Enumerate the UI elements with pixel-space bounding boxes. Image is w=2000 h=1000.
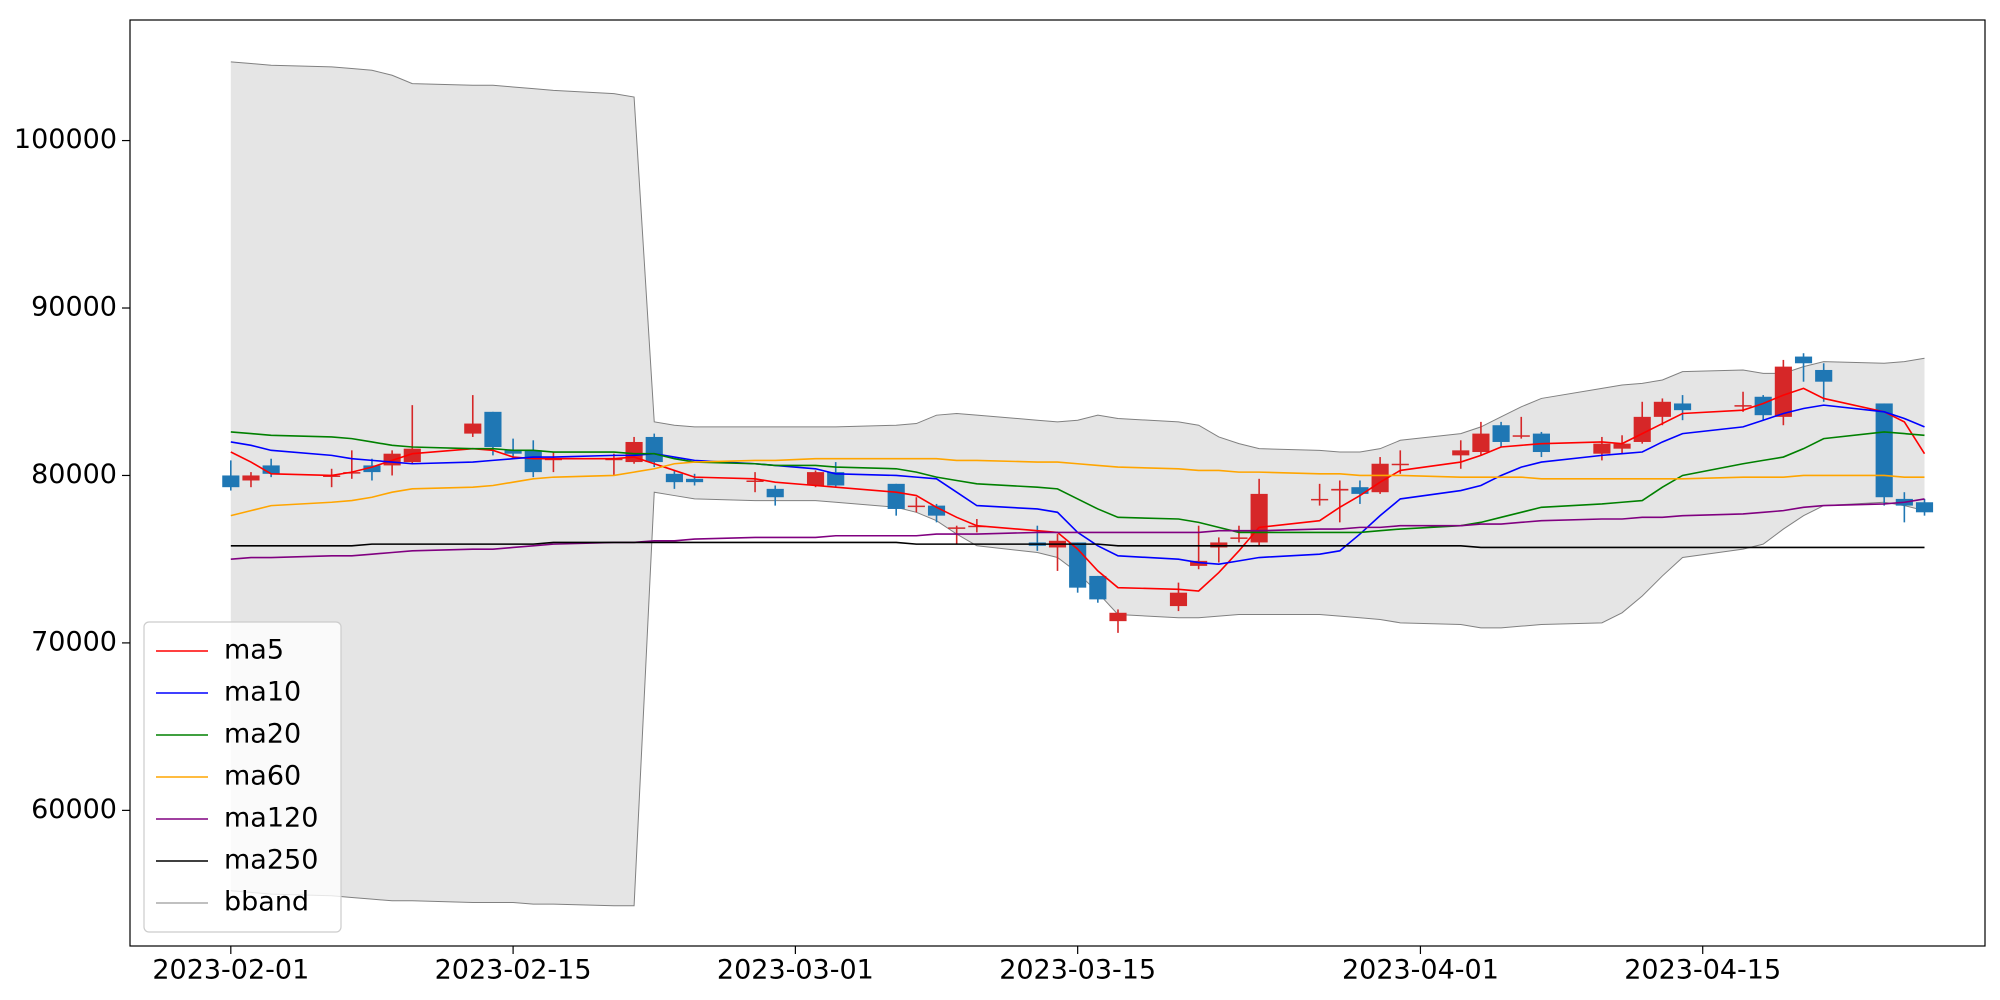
candle-body bbox=[484, 411, 502, 447]
band-upper bbox=[230, 61, 1925, 453]
x-tick-label: 2023-04-01 bbox=[1342, 955, 1499, 986]
candle-body bbox=[1351, 487, 1369, 494]
legend-label: ma10 bbox=[224, 677, 301, 708]
candle-body bbox=[1169, 592, 1188, 607]
ma-line bbox=[230, 457, 1925, 517]
candle-body bbox=[1190, 560, 1208, 566]
candle-body bbox=[1815, 369, 1833, 382]
ma-line bbox=[230, 498, 1925, 560]
x-tick-label: 2023-02-15 bbox=[435, 955, 592, 986]
legend-label: ma60 bbox=[224, 761, 301, 792]
x-tick-label: 2023-04-15 bbox=[1624, 955, 1781, 986]
y-tick-label: 90000 bbox=[31, 292, 117, 323]
candle-body bbox=[766, 488, 784, 498]
ma-line bbox=[230, 431, 1925, 534]
y-tick-label: 80000 bbox=[31, 459, 117, 490]
candle-body bbox=[403, 448, 421, 463]
candle-body bbox=[1794, 356, 1813, 364]
candle-body bbox=[242, 475, 260, 481]
candle-body bbox=[1331, 488, 1349, 491]
candle-body bbox=[827, 472, 845, 486]
candle-body bbox=[1653, 401, 1671, 417]
legend-label: ma120 bbox=[224, 803, 318, 834]
candle-body bbox=[685, 478, 704, 483]
ma-line bbox=[230, 387, 1926, 592]
candle-body bbox=[1915, 502, 1934, 513]
candle-body bbox=[927, 505, 946, 516]
candle-body bbox=[1613, 443, 1631, 449]
y-tick-label: 70000 bbox=[31, 626, 117, 657]
candle-body bbox=[1593, 443, 1611, 454]
candle-body bbox=[665, 473, 683, 483]
candle-body bbox=[1089, 575, 1107, 600]
legend: ma5 ma10 ma20 ma60 ma120 ma250 bband bbox=[143, 621, 342, 933]
legend-label: bband bbox=[224, 887, 309, 918]
candle-body bbox=[464, 423, 482, 434]
candle-body bbox=[1492, 425, 1510, 442]
candle-body bbox=[1230, 537, 1248, 539]
ma-line bbox=[230, 404, 1925, 566]
candle-body bbox=[887, 483, 905, 509]
legend-label: ma250 bbox=[224, 845, 318, 876]
candle-body bbox=[1391, 463, 1409, 466]
candle-body bbox=[363, 465, 381, 473]
candle-body bbox=[948, 527, 966, 529]
candle-body bbox=[907, 505, 925, 508]
candle-body bbox=[1109, 612, 1127, 622]
legend-label: ma5 bbox=[224, 635, 284, 666]
candle-body bbox=[1673, 403, 1692, 411]
candle-body bbox=[746, 480, 764, 482]
candle-body bbox=[1311, 498, 1329, 501]
band-lower bbox=[230, 491, 1925, 907]
x-tick-label: 2023-03-01 bbox=[717, 955, 874, 986]
y-tick-label: 100000 bbox=[14, 124, 117, 155]
candle-body bbox=[1734, 405, 1752, 407]
y-tick-label: 60000 bbox=[31, 794, 117, 825]
legend-box bbox=[143, 621, 342, 933]
plot-area bbox=[222, 61, 1934, 907]
candle-body bbox=[524, 450, 542, 473]
x-tick-label: 2023-03-15 bbox=[999, 955, 1156, 986]
candle-body bbox=[1512, 435, 1530, 437]
candle-body bbox=[1532, 433, 1550, 453]
candle-body bbox=[806, 472, 825, 486]
candle-body bbox=[1774, 366, 1792, 417]
candle-body bbox=[1633, 416, 1651, 442]
candle-body bbox=[1472, 433, 1490, 453]
candle-body bbox=[1452, 450, 1470, 456]
legend-label: ma20 bbox=[224, 719, 301, 750]
axes-frame bbox=[129, 19, 1986, 947]
candle-body bbox=[645, 436, 663, 463]
candle-body bbox=[262, 465, 280, 474]
x-tick-label: 2023-02-01 bbox=[152, 955, 309, 986]
candle-body bbox=[222, 475, 240, 488]
ma-line bbox=[230, 541, 1925, 549]
band-area bbox=[230, 61, 1925, 906]
candle-body bbox=[1875, 403, 1893, 498]
candle-body bbox=[504, 450, 522, 454]
candle-body bbox=[1210, 542, 1228, 548]
